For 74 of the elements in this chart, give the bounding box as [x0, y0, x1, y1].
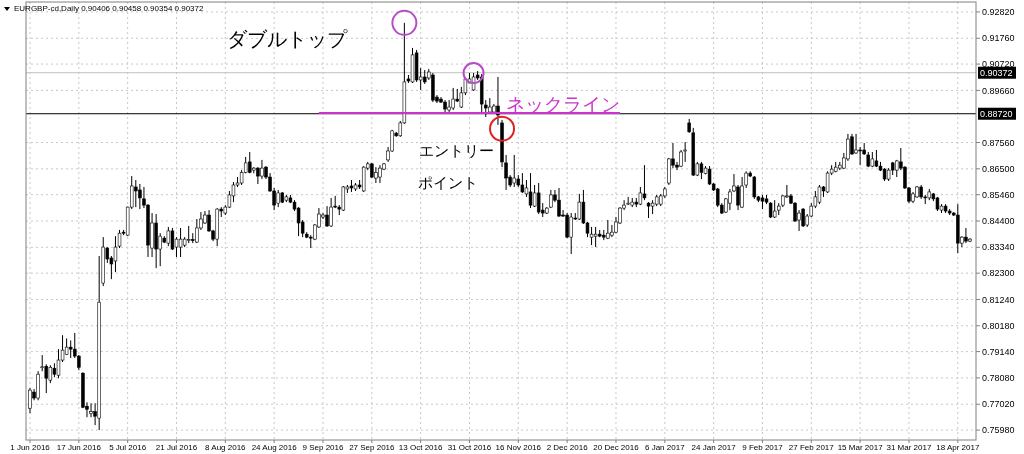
annotation: エントリー — [418, 142, 494, 159]
y-tick-label: 0.91760 — [982, 33, 1015, 44]
candlestick — [329, 197, 333, 228]
candlestick — [325, 205, 329, 228]
candlestick — [557, 187, 561, 218]
chart-title: EURGBP-cd,Daily 0.90406 0.90458 0.90354 0.90372 — [14, 4, 205, 13]
candlestick — [683, 141, 687, 163]
x-tick-label: 18 Apr 2017 — [936, 443, 980, 452]
candlestick — [593, 226, 598, 248]
x-tick-label: 9 Sep 2016 — [302, 443, 344, 452]
y-tick-label: 0.87560 — [982, 137, 1015, 148]
x-tick-label: 6 Jan 2017 — [645, 443, 686, 452]
ref-line-label: 0.90372 — [980, 67, 1013, 78]
candlestick — [801, 207, 805, 228]
annotation: ダブルトップ — [227, 28, 348, 50]
x-tick-label: 31 Oct 2016 — [447, 443, 492, 452]
candlestick — [642, 164, 647, 201]
candlestick — [89, 402, 93, 418]
candlestick — [752, 175, 757, 200]
y-tick-label: 0.81240 — [982, 294, 1015, 305]
x-tick-label: 5 Jul 2016 — [109, 443, 147, 452]
x-tick-label: 27 Feb 2017 — [788, 443, 835, 452]
candlestick — [569, 212, 573, 255]
candlestick — [858, 146, 862, 166]
candlestick — [577, 193, 582, 221]
candlestick — [260, 159, 264, 180]
candlestick — [138, 183, 142, 210]
y-tick-label: 0.79140 — [982, 346, 1015, 357]
candlestick — [447, 99, 451, 113]
candlestick — [740, 176, 744, 209]
candlestick — [736, 184, 740, 211]
x-tick-label: 13 Oct 2016 — [398, 443, 443, 452]
y-tick-label: 0.89660 — [982, 85, 1015, 96]
x-tick-label: 27 Sep 2016 — [349, 443, 396, 452]
x-tick-label: 15 Mar 2017 — [837, 443, 884, 452]
x-tick-label: 2 Dec 2016 — [546, 443, 589, 452]
x-tick-label: 24 Aug 2016 — [251, 443, 298, 452]
y-tick-label: 0.85460 — [982, 189, 1015, 200]
candlestick — [166, 226, 171, 247]
candlestick — [451, 87, 455, 111]
y-tick-label: 0.86500 — [982, 164, 1015, 175]
x-tick-label: 1 Jun 2016 — [10, 443, 51, 452]
candlestick — [565, 212, 569, 239]
candlestick — [610, 224, 614, 238]
candlestick — [589, 226, 594, 246]
candlestick — [528, 172, 533, 209]
x-tick-label: 31 Mar 2017 — [886, 443, 932, 452]
y-tick-label: 0.90720 — [982, 59, 1015, 70]
x-tick-label: 24 Jan 2017 — [691, 443, 737, 452]
y-tick-label: 0.84400 — [982, 216, 1015, 227]
x-tick-label: 20 Dec 2016 — [593, 443, 640, 452]
candlestick — [134, 179, 138, 208]
candlestick — [36, 370, 40, 401]
candlestick — [374, 166, 378, 184]
x-tick-label: 17 Jun 2016 — [56, 443, 102, 452]
x-tick-label: 9 Feb 2017 — [742, 443, 784, 452]
y-tick-label: 0.82300 — [982, 268, 1015, 279]
candlestick — [520, 172, 525, 194]
y-tick-label: 0.92820 — [982, 7, 1015, 18]
y-tick-label: 0.80180 — [982, 320, 1015, 331]
ref-line-label: 0.88720 — [980, 108, 1013, 119]
candlestick — [178, 227, 183, 258]
x-tick-label: 21 Jul 2016 — [155, 443, 198, 452]
candlestick — [728, 188, 732, 211]
y-tick-label: 0.78080 — [982, 373, 1015, 384]
y-tick-label: 0.75980 — [982, 425, 1015, 436]
y-tick-label: 0.77020 — [982, 399, 1015, 410]
candlestick — [28, 387, 32, 414]
candlestick — [512, 154, 516, 188]
x-tick-label: 8 Aug 2016 — [205, 443, 247, 452]
annotation: ポイント — [418, 174, 478, 191]
y-tick-label: 0.83340 — [982, 242, 1015, 253]
x-tick-label: 16 Nov 2016 — [495, 443, 542, 452]
candlestick — [964, 227, 968, 244]
